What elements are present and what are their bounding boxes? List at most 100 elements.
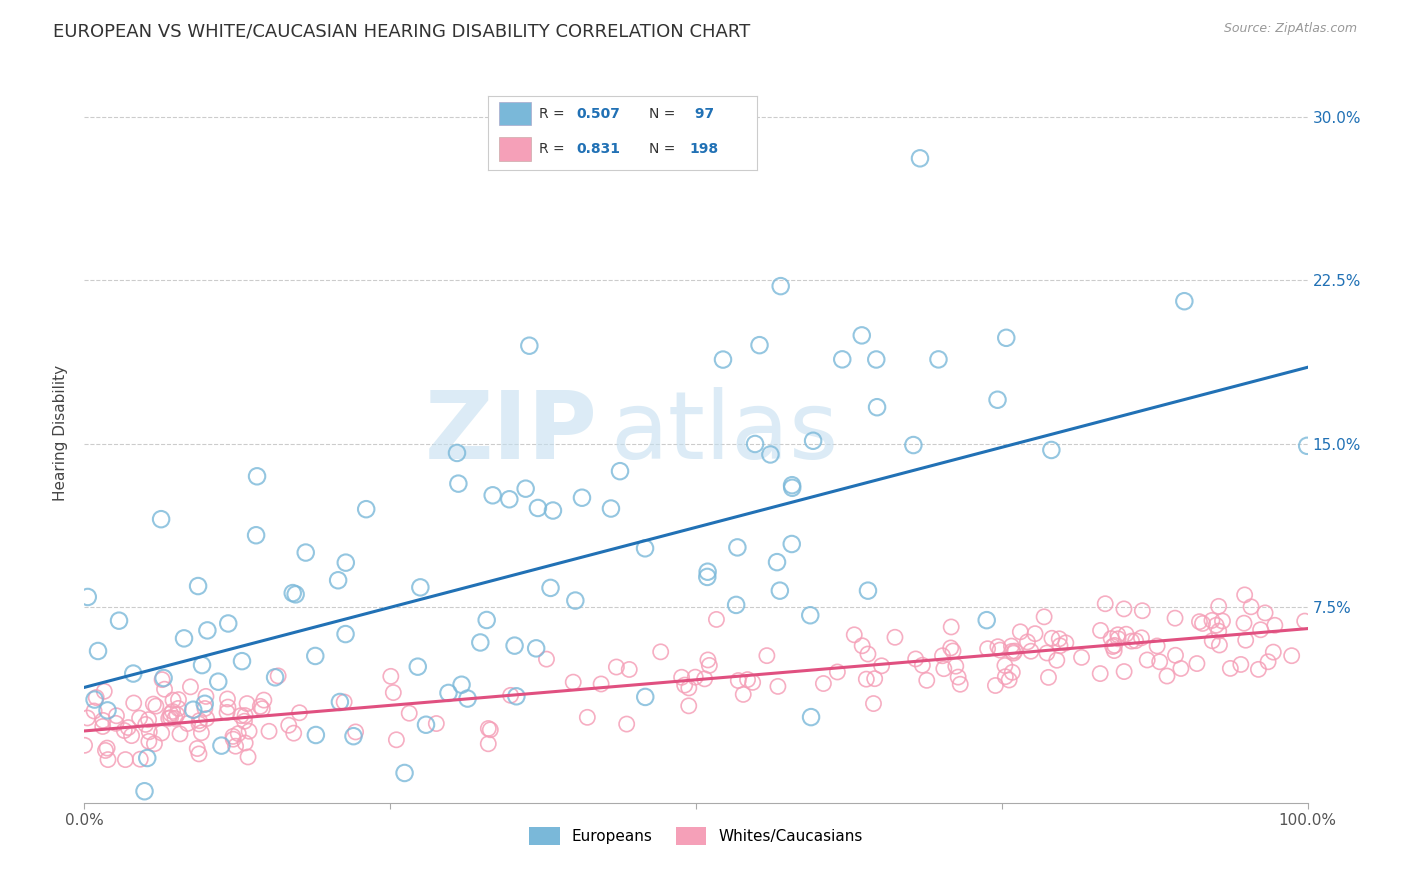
Point [457, 691, 479, 706]
Legend: Europeans, Whites/Caucasians: Europeans, Whites/Caucasians [523, 821, 869, 851]
Point [284, 587, 307, 601]
Point [759, 447, 782, 461]
Point [1070, 650, 1092, 665]
Point [1047, 632, 1070, 646]
Point [447, 476, 470, 491]
Point [1185, 657, 1208, 671]
Point [1107, 628, 1129, 642]
Point [84, 690, 107, 705]
Point [294, 545, 316, 559]
Point [1090, 666, 1112, 681]
Point [150, 726, 173, 740]
Point [1211, 614, 1233, 628]
Point [225, 739, 247, 754]
Point [1149, 655, 1171, 669]
Point [827, 665, 849, 679]
Point [1173, 294, 1195, 309]
Point [903, 438, 925, 452]
Point [931, 648, 953, 663]
Point [470, 635, 492, 649]
Point [1208, 599, 1230, 614]
Point [179, 680, 201, 694]
Point [976, 613, 998, 627]
Point [209, 806, 232, 821]
Point [727, 673, 749, 688]
Point [1054, 636, 1077, 650]
Point [249, 699, 271, 714]
Point [671, 670, 693, 684]
Point [134, 784, 156, 798]
Point [194, 701, 217, 715]
Point [344, 725, 367, 739]
Text: atlas: atlas [610, 386, 838, 479]
Point [90, 806, 112, 821]
Point [517, 339, 540, 353]
Point [1294, 614, 1316, 628]
Point [994, 658, 1017, 673]
Point [257, 724, 280, 739]
Point [619, 663, 641, 677]
Point [1114, 665, 1136, 679]
Point [153, 682, 176, 697]
Point [998, 673, 1021, 687]
Point [984, 679, 1007, 693]
Point [576, 710, 599, 724]
Point [1201, 614, 1223, 628]
Point [855, 672, 877, 686]
Point [1233, 616, 1256, 631]
Point [138, 734, 160, 748]
Point [1033, 610, 1056, 624]
Point [801, 434, 824, 448]
Point [541, 503, 564, 517]
Point [96, 703, 118, 717]
Point [122, 696, 145, 710]
Point [527, 500, 550, 515]
Point [354, 502, 377, 516]
Point [1263, 645, 1285, 659]
Point [263, 806, 285, 821]
Point [335, 627, 357, 641]
Point [142, 697, 165, 711]
Text: ZIP: ZIP [425, 386, 598, 479]
Point [1040, 632, 1063, 646]
Point [342, 729, 364, 743]
Point [769, 279, 792, 293]
Point [1099, 632, 1122, 646]
Point [748, 338, 770, 352]
Point [634, 541, 657, 556]
Point [1281, 648, 1303, 663]
Point [600, 501, 623, 516]
Point [1188, 615, 1211, 629]
Point [246, 469, 269, 483]
Point [994, 670, 1017, 684]
Point [138, 713, 160, 727]
Point [536, 652, 558, 666]
Point [91, 719, 114, 733]
Point [76, 711, 98, 725]
Point [97, 753, 120, 767]
Point [1136, 653, 1159, 667]
Point [1121, 634, 1143, 648]
Point [744, 437, 766, 451]
Point [233, 714, 256, 729]
Point [167, 692, 190, 706]
Y-axis label: Hearing Disability: Hearing Disability [53, 365, 69, 500]
Point [863, 672, 886, 686]
Point [425, 716, 447, 731]
Point [1250, 623, 1272, 637]
Point [1104, 639, 1126, 653]
Point [616, 717, 638, 731]
Point [233, 708, 256, 723]
Point [217, 692, 239, 706]
Point [1230, 657, 1253, 672]
Point [233, 736, 256, 750]
Point [499, 689, 522, 703]
Text: Source: ZipAtlas.com: Source: ZipAtlas.com [1223, 22, 1357, 36]
Point [884, 630, 907, 644]
Point [186, 741, 208, 756]
Point [1017, 635, 1039, 649]
Point [1024, 626, 1046, 640]
Point [908, 151, 931, 165]
Point [1164, 611, 1187, 625]
Point [733, 687, 755, 701]
